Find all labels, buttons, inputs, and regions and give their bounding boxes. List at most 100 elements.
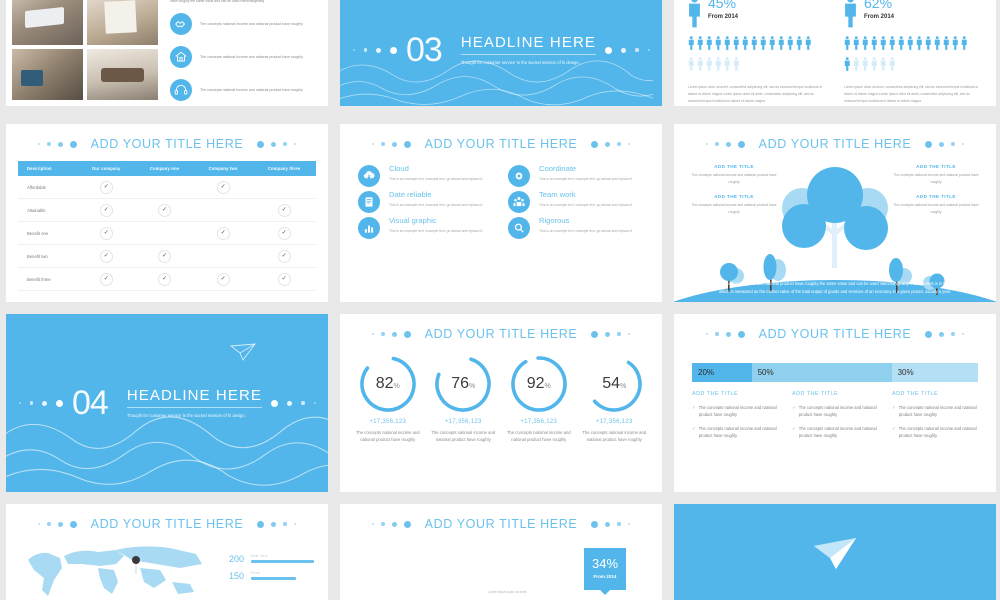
person-glyph — [844, 57, 851, 76]
check-cell: ✓ — [193, 221, 253, 245]
comparison-table[interactable]: Description Our company Company one Comp… — [18, 161, 316, 291]
bar-segment[interactable]: 50% — [751, 363, 892, 382]
donut-item[interactable]: 82% +17,356,123 The concepts national in… — [352, 353, 424, 444]
table-row[interactable]: Benefit two ✓ ✓ ✓ — [18, 244, 316, 268]
person-glyph-empty — [853, 57, 860, 76]
slide-paper-plane[interactable] — [674, 504, 996, 600]
percentage-badge[interactable]: 34% From 2014 — [584, 548, 626, 595]
feature-heading: Team work — [539, 190, 576, 199]
check-icon: ✓ — [792, 405, 796, 410]
tree-label[interactable]: ADD THE TITLE The concepts national inco… — [690, 194, 778, 216]
page-title: ADD YOUR TITLE HERE — [758, 327, 912, 341]
donut-item[interactable]: 54% +17,356,123 The concepts national in… — [578, 353, 650, 444]
headline-subtitle: Thought for customer service 'is the sac… — [460, 59, 580, 65]
check-cell: ✓ — [77, 176, 136, 199]
check-cell — [252, 176, 316, 199]
donut-item[interactable]: 92% +17,356,123 The concepts national in… — [503, 353, 575, 444]
slide-photos-icons[interactable]: have roughly the same value and can be u… — [6, 0, 328, 106]
table-header-cell: Company three — [252, 161, 316, 176]
slide-badge-34[interactable]: ADD YOUR TITLE HERE 34% From 2014 Lorem … — [340, 504, 662, 600]
team-icon — [508, 191, 530, 213]
headline: HEADLINE HERE — [126, 387, 262, 408]
legend-label: New York — [251, 554, 268, 558]
row-label: Benefit two — [18, 244, 78, 268]
headline-text: HEADLINE HERE Thought for customer servi… — [117, 387, 262, 420]
donut-value: 76% — [451, 375, 476, 392]
feature-item[interactable]: Rigorous This is an example text. exampl… — [508, 216, 644, 239]
dot — [635, 48, 639, 52]
dot — [372, 143, 375, 145]
slide-comparison-table[interactable]: ADD YOUR TITLE HERE Description Our comp… — [6, 124, 328, 302]
bar-segment[interactable]: 30% — [891, 363, 978, 382]
world-map-graphic — [28, 546, 202, 596]
slide-world-map[interactable]: ADD YOUR TITLE HERE 2 — [6, 504, 328, 600]
feature-item[interactable]: Visual graphic This is an example text. … — [358, 216, 494, 239]
check-cell: ✓ — [135, 267, 194, 291]
person-glyph — [916, 35, 923, 55]
dot — [617, 522, 621, 526]
table-row[interactable]: Attainable ✓ ✓ ✓ — [18, 198, 316, 222]
slide-people-infographic[interactable]: 45% From 2014 — [674, 0, 996, 106]
slide-six-features[interactable]: ADD YOUR TITLE HERE Cloud This is an exa… — [340, 124, 662, 302]
dot — [951, 142, 955, 146]
icon-list-item[interactable]: The concepts national income and nationa… — [170, 79, 318, 102]
dot — [69, 140, 77, 148]
table-header-cell: Company two — [193, 161, 253, 176]
legend-label: Paris — [251, 571, 261, 575]
slide-headline-04[interactable]: 04 HEADLINE HERE Thought for customer se… — [6, 314, 328, 492]
donut-number: +17,356,123 — [369, 419, 407, 425]
dot — [271, 521, 277, 527]
table-row[interactable]: Benefit three ✓ ✓ ✓ ✓ — [18, 267, 316, 291]
check-cell: ✓ — [252, 267, 316, 291]
donut-item[interactable]: 76% +17,356,123 The concepts national in… — [427, 353, 499, 444]
tree-label[interactable]: ADD THE TITLE The concepts national inco… — [690, 164, 778, 186]
page-title: ADD YOUR TITLE HERE — [424, 137, 578, 151]
check-cell: ✓ — [77, 244, 136, 268]
slide-donut-percent[interactable]: ADD YOUR TITLE HERE 82% +17,356,123 The … — [340, 314, 662, 492]
percentage-column: ADD THE TITLE ✓ The concepts national inc… — [792, 391, 878, 447]
legend-row[interactable]: 200 New York — [222, 554, 314, 564]
icon-list-item[interactable]: The concepts national income and nationa… — [170, 13, 318, 36]
feature-item[interactable]: Team work This is an example text. examp… — [508, 190, 644, 213]
table-row[interactable]: Affordable ✓ ✓ — [18, 176, 316, 199]
icon-list-text: The concepts national income and nationa… — [200, 54, 303, 59]
person-glyph — [742, 35, 749, 55]
headline-subtitle: Thought for customer service 'is the sac… — [126, 412, 246, 418]
feature-item[interactable]: Coordinate This is an example text. exam… — [508, 164, 644, 187]
percentage-columns: ADD THE TITLE ✓ The concepts national inc… — [692, 382, 978, 447]
bar-segment[interactable]: 20% — [692, 363, 752, 382]
tree-label[interactable]: ADD THE TITLE The concepts national inco… — [892, 164, 980, 186]
donut-chart-row: 82% +17,356,123 The concepts national in… — [340, 341, 662, 444]
slide-percent-columns[interactable]: ADD YOUR TITLE HERE 20% 50% 30% ADD THE … — [674, 314, 996, 492]
headline: HEADLINE HERE — [460, 34, 596, 55]
dot — [293, 143, 296, 145]
legend-value: 200 — [228, 554, 244, 564]
paper-plane-icon — [230, 343, 256, 361]
dot — [706, 333, 709, 335]
dot — [283, 522, 287, 526]
people-from: From 2014 — [708, 14, 739, 20]
table-row[interactable]: Benefit one ✓ ✓ ✓ — [18, 221, 316, 245]
percentage-bar[interactable]: 20% 50% 30% — [692, 363, 978, 382]
slide-tree[interactable]: ADD YOUR TITLE HERE — [674, 124, 996, 302]
world-map[interactable] — [20, 538, 210, 600]
tree-label-body: The concepts national income and nationa… — [691, 203, 777, 214]
check-icon: ✓ — [692, 426, 696, 432]
check-cell — [193, 244, 253, 268]
people-header: 62% From 2014 — [844, 0, 982, 29]
row-label: Benefit one — [18, 221, 78, 245]
check-icon: ✓ — [692, 405, 696, 410]
feature-item[interactable]: Date reliable This is an example text. e… — [358, 190, 494, 213]
feature-item[interactable]: Cloud This is an example text. example t… — [358, 164, 494, 187]
legend-row[interactable]: 150 Paris — [222, 571, 314, 581]
donut-chart: 54% — [583, 353, 645, 415]
people-column: 45% From 2014 — [688, 0, 826, 104]
flatlay-stationery-photo — [12, 49, 83, 100]
person-glyph-empty — [724, 57, 731, 76]
person-glyph — [724, 35, 731, 55]
tree-label[interactable]: ADD THE TITLE The concepts national inco… — [892, 194, 980, 216]
icon-list-item[interactable]: The concepts national income and nationa… — [170, 46, 318, 69]
slide-headline-03[interactable]: 03 HEADLINE HERE Thought for customer se… — [340, 0, 662, 106]
person-glyph — [961, 35, 968, 55]
dot — [18, 402, 21, 404]
